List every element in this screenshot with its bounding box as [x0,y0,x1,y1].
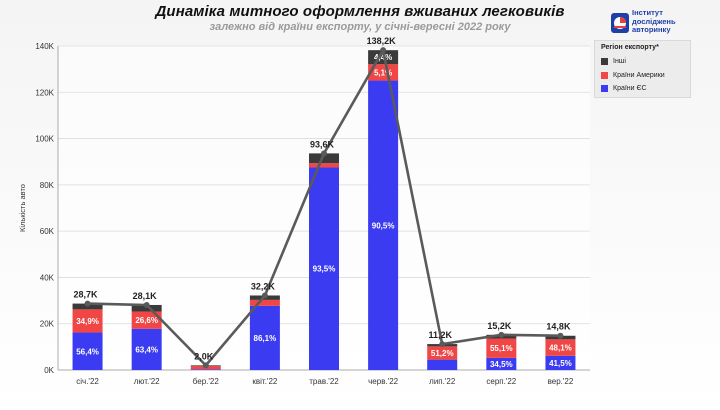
bar-segment-Країни Америки [249,299,280,306]
total-label: 93,6K [310,139,335,149]
x-tick-label: серп.'22 [486,377,516,386]
total-label: 14,8K [546,322,571,332]
bar-segment-Країни ЄС [249,305,280,370]
stacked-bar-chart: 0K 20K 40K 60K 80K 100K 120K 140K Кількість авто… [18,36,590,386]
chart-subtitle: залежно від країни експорту, у січні-вер… [209,21,511,33]
segment-label: 5,1% [374,68,392,77]
bar-segment-Країни ЄС [427,359,458,370]
segment-label: 56,4% [76,347,99,356]
bar-segment-Країни ЄС [368,80,399,370]
bar-segment-Країни ЄС [486,357,517,370]
total-point [202,362,209,369]
logo-text: Інститут досліджень авторинку [632,8,712,35]
segment-label: 34,5% [490,360,513,369]
total-label: 32,2K [251,281,276,291]
chart-title: Динаміка митного оформлення вживаних лег… [155,3,565,20]
total-point [557,332,564,339]
bar-segment-Країни Америки [131,311,162,329]
x-tick-label: лип.'22 [429,377,456,386]
logo-mark-icon [611,13,629,33]
total-label: 138,2K [367,36,397,46]
y-tick-label: 40K [40,273,55,282]
legend-swatch [601,71,608,79]
x-tick-label: бер.'22 [193,377,220,386]
y-tick-label: 140K [35,42,54,51]
legend-swatch [601,57,608,65]
bar-segment-Країни ЄС [72,332,103,370]
bar-segment-Інші [131,304,162,312]
y-axis-label: Кількість авто [18,184,27,232]
total-point [261,292,268,299]
total-label: 11,2K [428,330,452,340]
segment-label: 48,1% [549,344,572,353]
segment-label: 90,5% [372,221,395,230]
segment-label: 93,5% [313,265,336,274]
legend-label: Інші [613,57,626,65]
bar-segment-Інші [309,153,339,164]
total-point [143,301,150,308]
total-point [84,300,91,307]
segment-label: 51,2% [431,349,454,358]
x-tick-label: черв.'22 [368,377,399,386]
logo-line: Інститут [632,8,663,17]
y-tick-label: 0K [44,366,54,375]
y-tick-label: 80K [40,181,55,190]
bar-segment-Країни ЄС [131,328,162,370]
segment-label: 26,6% [135,316,158,325]
y-tick-label: 120K [35,88,54,97]
legend-label: Країни Америки [613,71,665,79]
legend-item-americas: Країни Америки [601,70,665,80]
legend-item-eu: Країни ЄС [601,83,647,93]
bar-segment-Країни Америки [427,346,458,360]
total-label: 2,0K [194,351,214,361]
x-tick-label: трав.'22 [309,377,339,386]
total-label: 28,7K [74,290,99,300]
institute-logo: Інститут досліджень авторинку [610,8,712,37]
chart-area: 0K 20K 40K 60K 80K 100K 120K 140K Кількість авто… [0,36,720,405]
total-label: 28,1K [133,291,158,301]
y-tick-label: 20K [40,320,55,329]
bar-segment-Країни ЄС [190,369,221,370]
total-point [439,341,446,348]
legend-label: Країни ЄС [613,84,647,92]
bar-segment-Країни ЄС [309,167,339,370]
legend-title: Регіон експорту* [601,44,659,51]
x-tick-label: вер.'22 [548,377,574,386]
total-label: 15,2K [487,321,512,331]
bar-segment-Країни Америки [368,64,399,81]
logo-line: досліджень [632,16,676,26]
segment-label: 4,4% [374,53,392,62]
bar-segment-Країни ЄС [545,355,576,370]
legend-swatch [601,84,608,92]
legend: Регіон експорту* Інші Країни Америки Кра… [594,40,691,98]
segment-label: 41,5% [549,359,572,368]
segment-label: 63,4% [135,345,158,354]
logo-line: авторинку [632,25,671,35]
total-point [321,150,327,157]
total-point [380,47,387,54]
x-tick-label: січ.'22 [76,377,99,386]
segment-label: 86,1% [254,334,277,343]
bar-segment-Країни Америки [486,338,517,358]
x-tick-label: лют.'22 [134,377,160,386]
bar-segment-Країни Америки [545,339,576,356]
y-tick-label: 100K [35,135,54,144]
bar-segment-Країни Америки [309,163,339,168]
x-tick-label: квіт.'22 [252,377,278,386]
total-point [498,331,505,338]
y-tick-label: 60K [40,227,55,236]
segment-label: 55,1% [490,344,513,353]
legend-item-other: Інші [601,56,626,66]
segment-label: 34,9% [76,317,99,326]
bar-segment-Країни Америки [72,309,103,333]
